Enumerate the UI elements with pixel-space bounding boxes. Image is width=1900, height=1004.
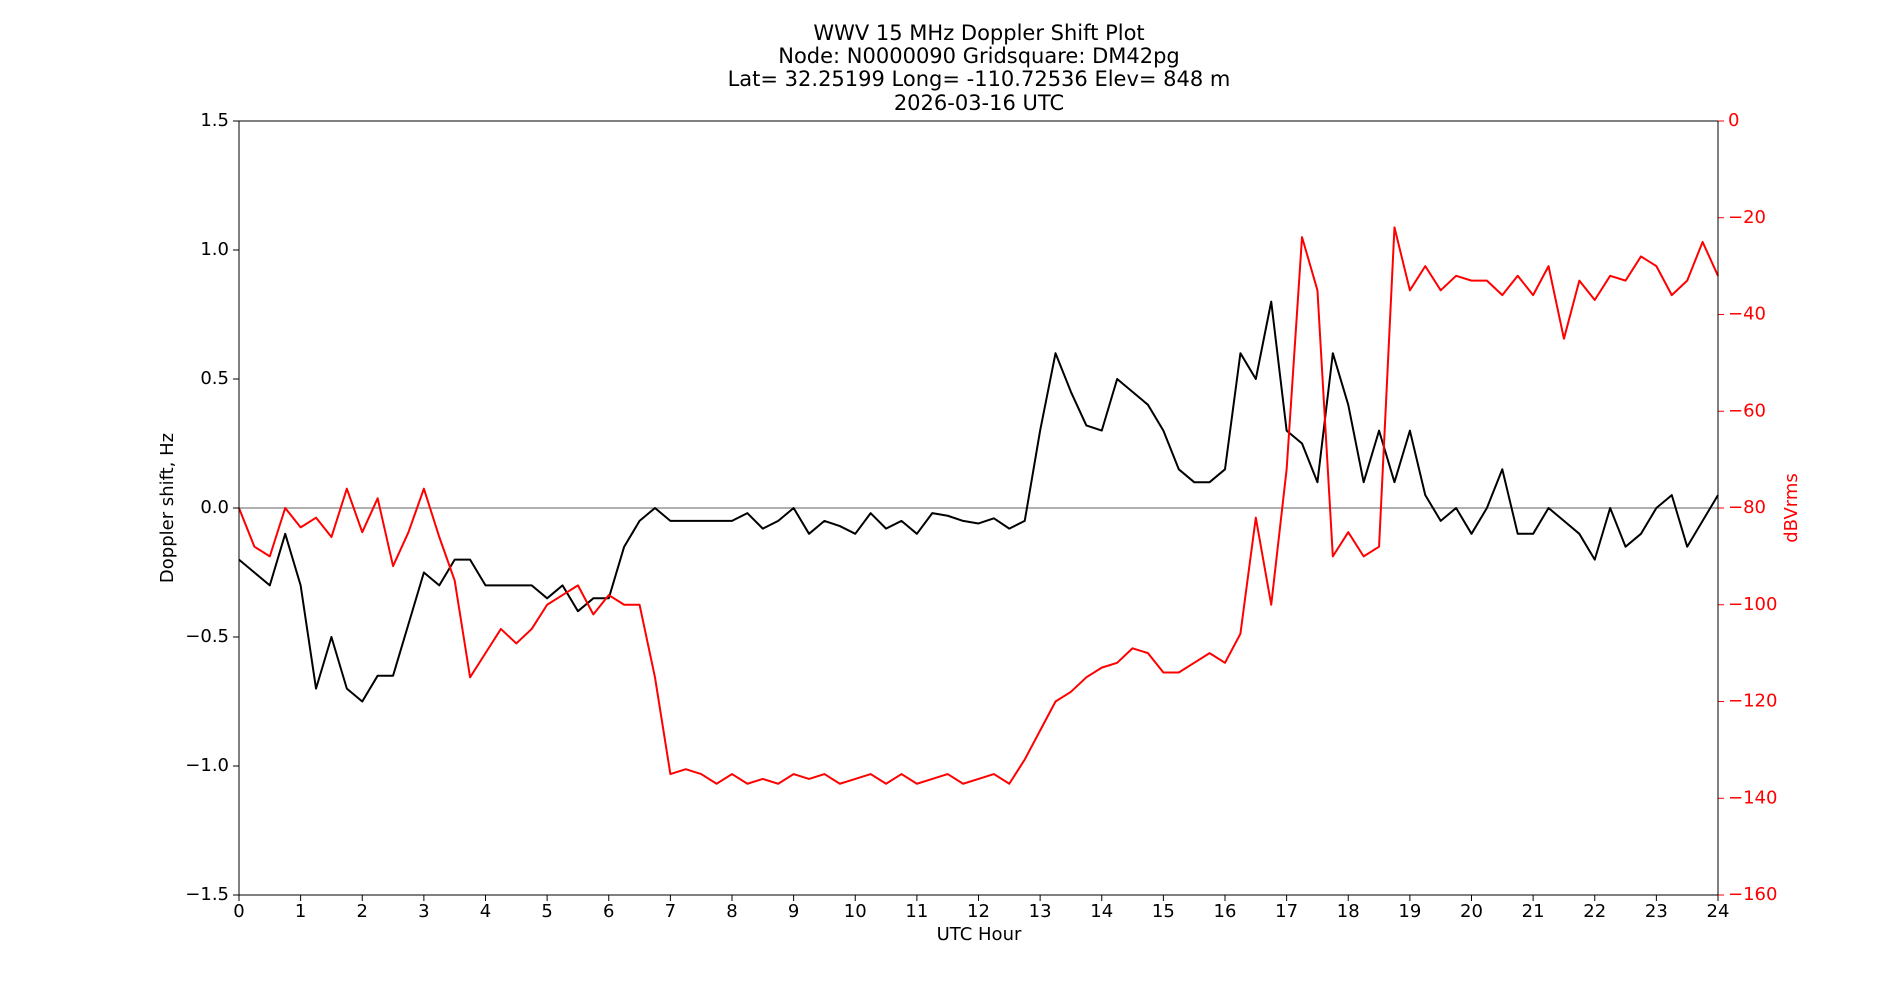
x-tick-label: 19 <box>1398 901 1421 922</box>
y-tick-label: 0.0 <box>200 497 229 518</box>
x-tick-label: 12 <box>967 901 990 922</box>
y-tick-label: −0.5 <box>185 626 229 647</box>
title-line: 2026-03-16 UTC <box>894 91 1064 115</box>
x-axis-label: UTC Hour <box>937 924 1022 945</box>
x-tick-label: 18 <box>1337 901 1360 922</box>
y-tick-label: 1.5 <box>200 110 229 131</box>
x-tick-label: 11 <box>905 901 928 922</box>
y2-tick-label: −160 <box>1728 884 1777 905</box>
x-tick-label: 10 <box>844 901 867 922</box>
x-tick-label: 16 <box>1214 901 1237 922</box>
x-tick-label: 0 <box>233 901 244 922</box>
y2-tick-label: −80 <box>1728 497 1766 518</box>
series-line <box>238 300 1719 703</box>
x-tick-label: 22 <box>1583 901 1606 922</box>
x-tick-label: 14 <box>1090 901 1113 922</box>
x-tick-label: 20 <box>1460 901 1483 922</box>
y2-tick-label: −100 <box>1728 594 1777 615</box>
x-tick-label: 6 <box>603 901 614 922</box>
title-line: WWV 15 MHz Doppler Shift Plot <box>813 21 1144 45</box>
title-line: Lat= 32.25199 Long= -110.72536 Elev= 848… <box>728 67 1231 91</box>
x-tick-label: 21 <box>1522 901 1545 922</box>
x-tick-label: 9 <box>788 901 799 922</box>
x-tick-label: 3 <box>418 901 429 922</box>
x-tick-label: 5 <box>541 901 552 922</box>
y2-tick-label: −20 <box>1728 207 1766 228</box>
y-tick-label: 1.0 <box>200 239 229 260</box>
x-tick-label: 24 <box>1707 901 1730 922</box>
series-line <box>238 226 1719 785</box>
x-tick-label: 23 <box>1645 901 1668 922</box>
y2-tick-label: −40 <box>1728 304 1766 325</box>
title-line: Node: N0000090 Gridsquare: DM42pg <box>778 44 1180 68</box>
y-tick-label: 0.5 <box>200 368 229 389</box>
y-tick-label: −1.5 <box>185 884 229 905</box>
x-tick-label: 15 <box>1152 901 1175 922</box>
x-tick-label: 4 <box>480 901 491 922</box>
x-tick-label: 7 <box>665 901 676 922</box>
y2-tick-label: 0 <box>1728 110 1739 131</box>
x-tick-label: 2 <box>357 901 368 922</box>
y-tick-label: −1.0 <box>185 755 229 776</box>
x-tick-label: 8 <box>726 901 737 922</box>
x-tick-label: 17 <box>1275 901 1298 922</box>
y2-tick-label: −120 <box>1728 691 1777 712</box>
y2-tick-label: −140 <box>1728 787 1777 808</box>
y2-tick-label: −60 <box>1728 400 1766 421</box>
x-tick-label: 1 <box>295 901 306 922</box>
y-axis-label: Doppler shift, Hz <box>157 433 178 583</box>
x-tick-label: 13 <box>1029 901 1052 922</box>
y2-axis-label: dBVrms <box>1781 473 1802 543</box>
